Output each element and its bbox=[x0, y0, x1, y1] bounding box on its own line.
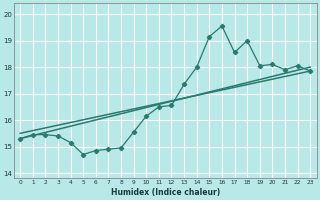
X-axis label: Humidex (Indice chaleur): Humidex (Indice chaleur) bbox=[111, 188, 220, 197]
